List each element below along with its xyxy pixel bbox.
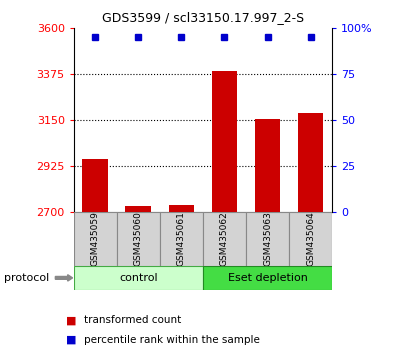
Text: GSM435059: GSM435059 bbox=[91, 211, 99, 267]
Title: GDS3599 / scl33150.17.997_2-S: GDS3599 / scl33150.17.997_2-S bbox=[102, 11, 303, 24]
Bar bbox=[211, 71, 237, 212]
Bar bbox=[288, 212, 331, 266]
Bar bbox=[254, 119, 280, 212]
Text: percentile rank within the sample: percentile rank within the sample bbox=[84, 335, 259, 345]
Text: GSM435060: GSM435060 bbox=[134, 211, 142, 267]
Text: GSM435061: GSM435061 bbox=[177, 211, 185, 267]
Text: GSM435062: GSM435062 bbox=[220, 212, 228, 266]
Text: control: control bbox=[119, 273, 157, 283]
Text: GSM435063: GSM435063 bbox=[263, 211, 271, 267]
Bar bbox=[74, 212, 117, 266]
Bar bbox=[168, 205, 194, 212]
Text: transformed count: transformed count bbox=[84, 315, 181, 325]
Bar bbox=[202, 266, 331, 290]
Text: GSM435064: GSM435064 bbox=[306, 212, 314, 266]
Bar bbox=[245, 212, 288, 266]
Bar bbox=[125, 206, 151, 212]
Bar bbox=[160, 212, 202, 266]
Bar bbox=[74, 266, 202, 290]
Bar bbox=[202, 212, 245, 266]
Text: ■: ■ bbox=[65, 335, 76, 345]
Bar bbox=[117, 212, 160, 266]
Text: protocol: protocol bbox=[4, 273, 49, 283]
Bar bbox=[297, 113, 323, 212]
Bar bbox=[82, 159, 108, 212]
Text: Eset depletion: Eset depletion bbox=[227, 273, 307, 283]
Text: ■: ■ bbox=[65, 315, 76, 325]
